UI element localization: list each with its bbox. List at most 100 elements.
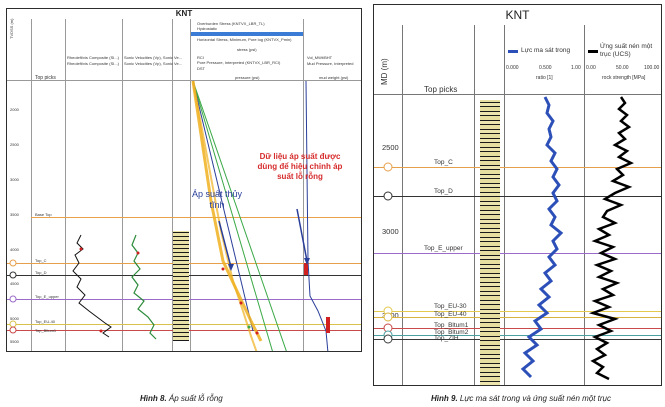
fig9-friction-tick: 0.500 xyxy=(539,65,552,71)
fig8-track4-axis-label: mud weight (psi) xyxy=(319,75,349,80)
fig8-top-label: Top_EU-40 xyxy=(35,319,56,324)
fig8-depth-tick: 3000 xyxy=(10,177,19,182)
fig9-top-label: Top_C xyxy=(434,159,453,166)
fig8-depth-tick: 4500 xyxy=(10,281,19,286)
fig9-top-label: Top_D xyxy=(434,188,453,195)
fig9-friction-curve xyxy=(520,96,564,379)
fig8-caption-text: Áp suất lỗ rỗng xyxy=(168,394,223,403)
fig9-ucs-tick: 0.00 xyxy=(586,65,596,71)
fig8-top-label: Base Top xyxy=(35,212,52,217)
figure-8-title: KNT xyxy=(175,9,193,18)
fig9-top-line-bltum2 xyxy=(374,335,661,336)
overburden-line-2 xyxy=(192,80,287,351)
fig9-col-sep xyxy=(402,25,403,385)
fig8-legend-minstress: Horizontal Stress, Minimum, Pore log (KN… xyxy=(197,37,292,42)
fig9-caption-text: Lực ma sát trong và ứng suất nén một trụ… xyxy=(459,394,612,403)
fig8-col-sep xyxy=(172,19,173,351)
fig8-top-line-base xyxy=(31,217,361,218)
fig9-ucs-tick: 50.00 xyxy=(616,65,629,71)
fig8-caption: Hình 8. Áp suất lỗ rỗng xyxy=(140,394,223,403)
fig8-legend-pore: Pore Pressure, Interpreted (KNTVX_LBR_RC… xyxy=(197,60,281,65)
fig9-caption: Hình 9. Lực ma sát trong và ứng suất nén… xyxy=(431,394,611,403)
figure-8: KNT TVDSS (m) Top picks Rheoleft/vis Com… xyxy=(6,8,362,403)
fig8-depth-tick: 4000 xyxy=(10,247,19,252)
fig9-ucs-swatch xyxy=(588,50,598,53)
fig8-annotation-pressure-data: Dữ liệu áp suất được dùng để hiệu chỉnh … xyxy=(257,152,343,181)
fig9-col-sep xyxy=(584,25,585,385)
fig8-track1-legend-2: Rheoleft/vis Composite (SI...) xyxy=(67,61,120,66)
fig8-col-sep xyxy=(65,19,66,351)
fig8-legend-stress: stress (psi) xyxy=(237,47,257,52)
fig8-depth-tick: 5000 xyxy=(10,316,19,321)
fig8-annotation-hydrostatic: Áp suất thủy tĩnh xyxy=(191,189,243,210)
fig8-depth-tick: 2500 xyxy=(10,142,19,147)
fig9-top-label: Top_EU-40 xyxy=(434,311,467,318)
fig8-col-sep xyxy=(190,19,191,351)
fig8-legend-rci: RCI xyxy=(197,55,204,60)
fig8-legend-overburden: Overburden Stress (KNTVX_LBR_TL) xyxy=(197,21,265,26)
fig9-ucs-axis-label: rock strength [MPa] xyxy=(602,75,646,81)
mud-pressure-line xyxy=(305,80,329,351)
fig8-caption-label: Hình 8. xyxy=(140,394,167,403)
data-point-red xyxy=(136,251,140,255)
fig9-top-label: Top_Bltum1 xyxy=(434,322,469,329)
fig8-track2-legend-1: Sonic Velocities (Vp), Sonic Ve... xyxy=(124,55,183,60)
fig8-legend-selected-bar xyxy=(191,32,303,36)
fig8-legend-dst: DST xyxy=(197,66,205,71)
fig9-friction-tick: 1.00 xyxy=(571,65,581,71)
data-point-red xyxy=(79,247,83,251)
fig9-top-label: Top_Bltum2 xyxy=(434,329,469,336)
hydrostatic-line xyxy=(192,80,254,332)
fig9-depth-tick: 2500 xyxy=(382,143,399,152)
fig8-track1-legend-1: Rheoleft/vis Composite (SI...) xyxy=(67,55,120,60)
fig8-track4-legend-1: Vol_MWt/BHT xyxy=(307,55,333,60)
fig9-ucs-tick: 100.00 xyxy=(644,65,660,71)
fig9-top-label: Top_ZIH xyxy=(434,335,459,342)
fig9-ucs-curve xyxy=(588,96,634,381)
fig9-top-line-d xyxy=(374,196,661,197)
fig8-track4-legend-2: Mud Pressure, Interpreted xyxy=(307,61,354,66)
fig9-top-picks-header: Top picks xyxy=(424,85,458,94)
fig9-lithology-column xyxy=(480,100,500,385)
fig8-top-picks-header: Top picks xyxy=(35,75,56,81)
fig8-depth-tick: 3500 xyxy=(10,212,19,217)
fig9-top-line-e xyxy=(374,253,661,254)
data-point-red xyxy=(326,317,330,333)
fig9-col-sep xyxy=(474,25,475,385)
fig8-col-sep xyxy=(122,19,123,351)
fig8-top-label: Top_D xyxy=(35,270,47,275)
fig9-friction-legend: Lực ma sát trong xyxy=(521,47,571,54)
fig8-legend-hydrostatic: Hydrostatic xyxy=(197,26,218,31)
fig8-top-label: Top_C xyxy=(35,258,47,263)
fig8-track2-curve xyxy=(131,234,157,340)
fig8-col-sep xyxy=(303,19,304,351)
fig8-depth-tick: 2000 xyxy=(10,107,19,112)
fig9-top-label: Top_EU-30 xyxy=(434,303,467,310)
pore-pressure-curve-2 xyxy=(192,80,258,351)
fig9-top-line-bltum1 xyxy=(374,328,661,329)
fig9-friction-tick: 0.000 xyxy=(506,65,519,71)
fig9-top-line-zih xyxy=(374,339,661,340)
fig8-pressure-curves xyxy=(191,80,287,351)
fig9-top-label: Top_E_upper xyxy=(424,245,463,252)
fig8-depth-tick: 5500 xyxy=(10,339,19,344)
fig9-friction-swatch xyxy=(508,50,518,53)
fig8-track1-curve xyxy=(72,234,112,338)
fig8-lithology-column xyxy=(173,231,189,341)
fig8-annotation-arrows xyxy=(218,208,310,271)
figure-9-frame: KNT MD (m) Top picks Lực ma sát trong 0.… xyxy=(373,4,662,386)
fig9-top-line-eu30 xyxy=(374,311,661,312)
figure-9-title: KNT xyxy=(505,8,530,22)
fig8-mudweight-curve xyxy=(304,80,330,351)
figure-9: KNT MD (m) Top picks Lực ma sát trong 0.… xyxy=(371,0,665,403)
fig8-top-label: Top_Bltum1 xyxy=(35,328,57,333)
fig8-col-sep xyxy=(31,19,32,351)
data-point-red xyxy=(99,329,103,333)
fig9-col-sep xyxy=(504,25,505,385)
fig9-top-line-c xyxy=(374,167,661,168)
pore-pressure-curve xyxy=(191,80,263,342)
fig8-header: TVDSS (m) Top picks Rheoleft/vis Composi… xyxy=(7,19,361,81)
fig8-top-label: Top_E_upper xyxy=(35,294,59,299)
fig8-track3-axis-label: pressure (psi) xyxy=(235,75,260,80)
figure-8-frame: KNT TVDSS (m) Top picks Rheoleft/vis Com… xyxy=(6,8,362,352)
